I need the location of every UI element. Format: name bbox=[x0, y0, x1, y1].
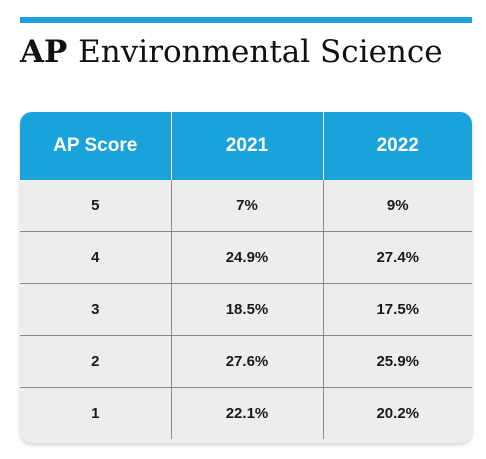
page-title: AP Environmental Science bbox=[20, 30, 443, 74]
table-row: 4 24.9% 27.4% bbox=[20, 231, 472, 284]
percent-2021-cell: 18.5% bbox=[171, 283, 324, 336]
column-header-ap-score: AP Score bbox=[20, 112, 172, 180]
table-row: 1 22.1% 20.2% bbox=[20, 387, 472, 439]
percent-2022-cell: 17.5% bbox=[323, 283, 472, 336]
table-row: 5 7% 9% bbox=[20, 180, 472, 232]
column-header-2021: 2021 bbox=[171, 112, 324, 180]
percent-2022-cell: 20.2% bbox=[376, 405, 420, 422]
title-accent-rule bbox=[20, 17, 472, 23]
score-cell: 3 bbox=[20, 283, 172, 336]
table-row: 2 27.6% 25.9% bbox=[20, 335, 472, 388]
percent-2022-cell: 25.9% bbox=[323, 335, 472, 388]
percent-2021-cell: 22.1% bbox=[171, 387, 324, 439]
table-row: 3 18.5% 17.5% bbox=[20, 283, 472, 336]
table-header-row: AP Score 2021 2022 bbox=[20, 112, 472, 180]
title-bold-part: AP bbox=[20, 34, 68, 70]
score-distribution-table: AP Score 2021 2022 5 7% 9% 4 24.9% 27.4%… bbox=[20, 112, 472, 439]
percent-2022-cell: 9% bbox=[323, 180, 472, 232]
percent-2021-cell: 27.6% bbox=[171, 335, 324, 388]
score-cell: 4 bbox=[20, 231, 172, 284]
title-regular-part: Environmental Science bbox=[78, 34, 443, 70]
column-header-2022: 2022 bbox=[323, 112, 472, 180]
score-table-card: AP Score 2021 2022 5 7% 9% 4 24.9% 27.4%… bbox=[20, 112, 472, 443]
percent-2021-cell: 7% bbox=[171, 180, 324, 232]
score-cell: 5 bbox=[20, 180, 172, 232]
percent-2022-cell: 27.4% bbox=[323, 231, 472, 284]
score-cell: 1 bbox=[20, 387, 172, 439]
percent-2021-cell: 24.9% bbox=[171, 231, 324, 284]
score-cell: 2 bbox=[20, 335, 172, 388]
